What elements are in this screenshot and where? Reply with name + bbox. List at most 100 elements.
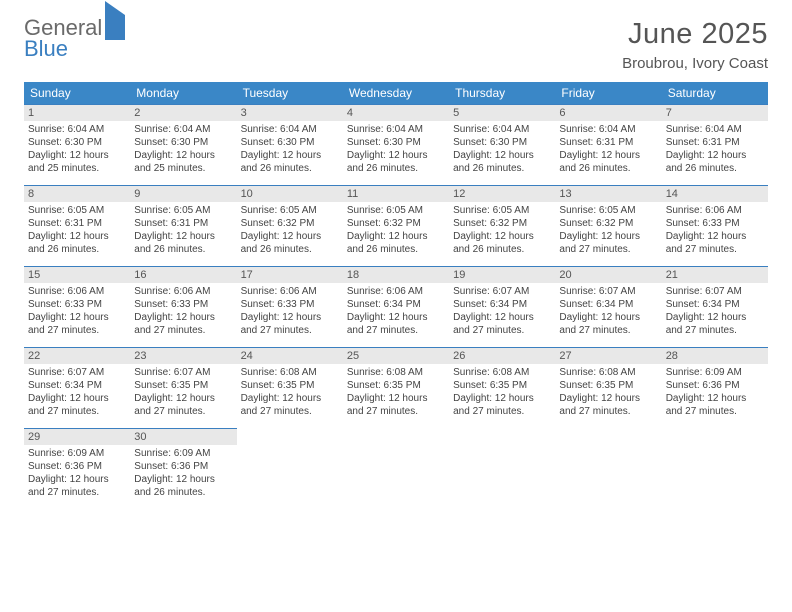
day-number: 11 (343, 186, 449, 202)
day-cell: 7Sunrise: 6:04 AMSunset: 6:31 PMDaylight… (662, 105, 768, 186)
detail-line: Sunset: 6:32 PM (347, 217, 445, 230)
day-details: Sunrise: 6:06 AMSunset: 6:33 PMDaylight:… (662, 202, 768, 260)
day-cell (449, 429, 555, 510)
detail-line: Sunset: 6:34 PM (347, 298, 445, 311)
page-title: June 2025 (622, 18, 768, 51)
day-number: 18 (343, 267, 449, 283)
detail-line: Daylight: 12 hours (28, 473, 126, 486)
day-number: 28 (662, 348, 768, 364)
day-cell: 1Sunrise: 6:04 AMSunset: 6:30 PMDaylight… (24, 105, 130, 186)
day-cell (662, 429, 768, 510)
day-cell: 25Sunrise: 6:08 AMSunset: 6:35 PMDayligh… (343, 348, 449, 429)
detail-line: and 27 minutes. (559, 405, 657, 418)
detail-line: Sunset: 6:34 PM (559, 298, 657, 311)
day-number: 14 (662, 186, 768, 202)
detail-line: Sunrise: 6:04 AM (134, 123, 232, 136)
detail-line: Sunrise: 6:04 AM (28, 123, 126, 136)
detail-line: Sunrise: 6:06 AM (134, 285, 232, 298)
day-cell: 21Sunrise: 6:07 AMSunset: 6:34 PMDayligh… (662, 267, 768, 348)
detail-line: Daylight: 12 hours (241, 311, 339, 324)
detail-line: and 27 minutes. (559, 243, 657, 256)
day-details: Sunrise: 6:09 AMSunset: 6:36 PMDaylight:… (130, 445, 236, 503)
day-cell: 15Sunrise: 6:06 AMSunset: 6:33 PMDayligh… (24, 267, 130, 348)
day-details: Sunrise: 6:04 AMSunset: 6:30 PMDaylight:… (130, 121, 236, 179)
day-cell: 8Sunrise: 6:05 AMSunset: 6:31 PMDaylight… (24, 186, 130, 267)
detail-line: and 27 minutes. (347, 405, 445, 418)
detail-line: Sunset: 6:35 PM (134, 379, 232, 392)
detail-line: Sunset: 6:33 PM (666, 217, 764, 230)
day-cell (343, 429, 449, 510)
week-row: 15Sunrise: 6:06 AMSunset: 6:33 PMDayligh… (24, 267, 768, 348)
detail-line: Sunset: 6:31 PM (666, 136, 764, 149)
logo: General Blue (24, 18, 125, 60)
day-cell: 26Sunrise: 6:08 AMSunset: 6:35 PMDayligh… (449, 348, 555, 429)
detail-line: and 26 minutes. (241, 162, 339, 175)
detail-line: Daylight: 12 hours (666, 230, 764, 243)
detail-line: Sunrise: 6:08 AM (453, 366, 551, 379)
detail-line: Daylight: 12 hours (347, 230, 445, 243)
detail-line: Sunrise: 6:04 AM (559, 123, 657, 136)
week-row: 22Sunrise: 6:07 AMSunset: 6:34 PMDayligh… (24, 348, 768, 429)
triangle-icon (105, 1, 125, 40)
day-number: 24 (237, 348, 343, 364)
detail-line: and 27 minutes. (666, 405, 764, 418)
day-number: 10 (237, 186, 343, 202)
day-details: Sunrise: 6:08 AMSunset: 6:35 PMDaylight:… (237, 364, 343, 422)
detail-line: Daylight: 12 hours (559, 149, 657, 162)
day-cell: 5Sunrise: 6:04 AMSunset: 6:30 PMDaylight… (449, 105, 555, 186)
day-cell: 17Sunrise: 6:06 AMSunset: 6:33 PMDayligh… (237, 267, 343, 348)
day-details: Sunrise: 6:05 AMSunset: 6:32 PMDaylight:… (237, 202, 343, 260)
detail-line: and 27 minutes. (134, 405, 232, 418)
detail-line: Daylight: 12 hours (241, 230, 339, 243)
detail-line: Daylight: 12 hours (28, 392, 126, 405)
day-details: Sunrise: 6:09 AMSunset: 6:36 PMDaylight:… (24, 445, 130, 503)
detail-line: Sunset: 6:31 PM (28, 217, 126, 230)
col-thursday: Thursday (449, 82, 555, 105)
detail-line: Sunset: 6:36 PM (28, 460, 126, 473)
day-number: 8 (24, 186, 130, 202)
detail-line: Sunset: 6:32 PM (559, 217, 657, 230)
day-cell: 20Sunrise: 6:07 AMSunset: 6:34 PMDayligh… (555, 267, 661, 348)
day-number: 26 (449, 348, 555, 364)
day-details: Sunrise: 6:08 AMSunset: 6:35 PMDaylight:… (555, 364, 661, 422)
detail-line: Sunset: 6:34 PM (28, 379, 126, 392)
detail-line: Daylight: 12 hours (666, 392, 764, 405)
day-cell: 16Sunrise: 6:06 AMSunset: 6:33 PMDayligh… (130, 267, 236, 348)
day-details: Sunrise: 6:07 AMSunset: 6:34 PMDaylight:… (24, 364, 130, 422)
detail-line: Daylight: 12 hours (134, 149, 232, 162)
detail-line: Sunrise: 6:06 AM (241, 285, 339, 298)
detail-line: and 27 minutes. (559, 324, 657, 337)
day-number: 17 (237, 267, 343, 283)
detail-line: and 26 minutes. (241, 243, 339, 256)
detail-line: Daylight: 12 hours (134, 311, 232, 324)
day-number: 3 (237, 105, 343, 121)
day-cell: 9Sunrise: 6:05 AMSunset: 6:31 PMDaylight… (130, 186, 236, 267)
detail-line: Daylight: 12 hours (134, 473, 232, 486)
detail-line: and 27 minutes. (453, 324, 551, 337)
col-sunday: Sunday (24, 82, 130, 105)
col-saturday: Saturday (662, 82, 768, 105)
page-subtitle: Broubrou, Ivory Coast (622, 55, 768, 72)
day-number: 19 (449, 267, 555, 283)
detail-line: and 27 minutes. (241, 324, 339, 337)
detail-line: Sunset: 6:32 PM (453, 217, 551, 230)
day-cell: 18Sunrise: 6:06 AMSunset: 6:34 PMDayligh… (343, 267, 449, 348)
detail-line: Sunrise: 6:04 AM (453, 123, 551, 136)
detail-line: and 27 minutes. (241, 405, 339, 418)
detail-line: Sunrise: 6:07 AM (559, 285, 657, 298)
logo-line2: Blue (24, 39, 125, 60)
day-number: 6 (555, 105, 661, 121)
day-details: Sunrise: 6:06 AMSunset: 6:33 PMDaylight:… (237, 283, 343, 341)
day-number: 12 (449, 186, 555, 202)
detail-line: Daylight: 12 hours (134, 392, 232, 405)
day-details: Sunrise: 6:09 AMSunset: 6:36 PMDaylight:… (662, 364, 768, 422)
detail-line: Sunset: 6:32 PM (241, 217, 339, 230)
day-details: Sunrise: 6:07 AMSunset: 6:34 PMDaylight:… (449, 283, 555, 341)
detail-line: Sunset: 6:30 PM (241, 136, 339, 149)
day-details: Sunrise: 6:07 AMSunset: 6:35 PMDaylight:… (130, 364, 236, 422)
day-cell: 29Sunrise: 6:09 AMSunset: 6:36 PMDayligh… (24, 429, 130, 510)
detail-line: and 27 minutes. (347, 324, 445, 337)
day-details: Sunrise: 6:07 AMSunset: 6:34 PMDaylight:… (662, 283, 768, 341)
detail-line: Daylight: 12 hours (347, 311, 445, 324)
day-number: 23 (130, 348, 236, 364)
